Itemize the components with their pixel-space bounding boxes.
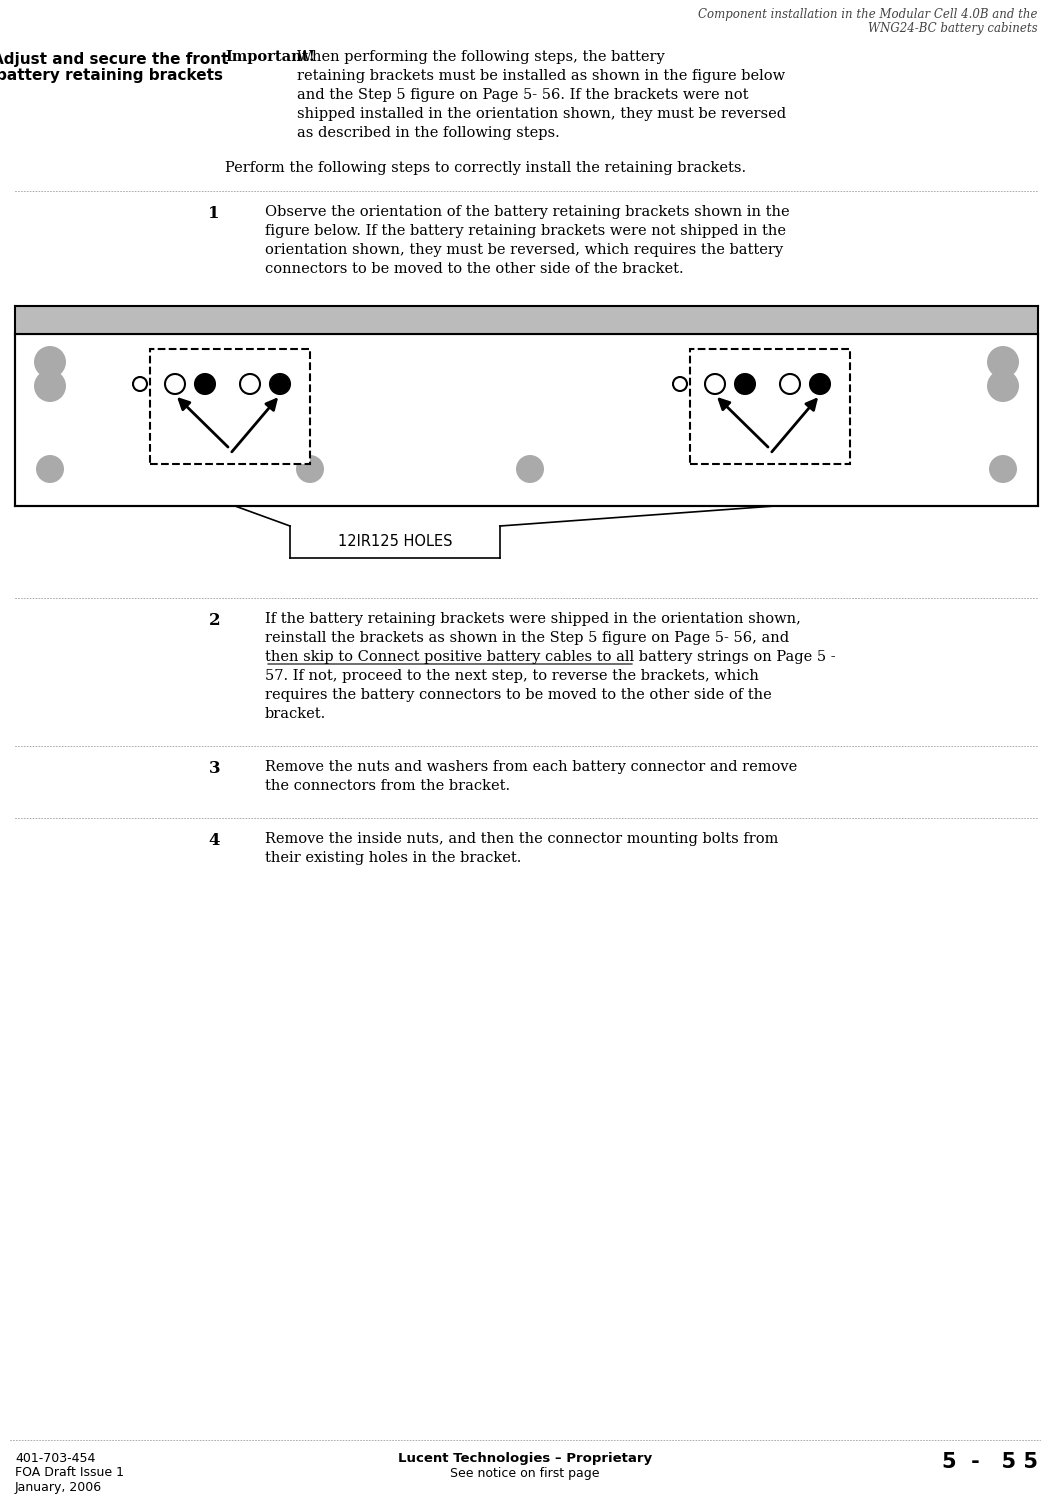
Text: figure below. If the battery retaining brackets were not shipped in the: figure below. If the battery retaining b… [265,224,786,238]
Circle shape [133,376,147,392]
Text: bracket.: bracket. [265,706,327,722]
Text: 1: 1 [209,206,220,222]
Circle shape [36,454,64,483]
Text: reinstall the brackets as shown in the Step 5 figure on Page 5- 56, and: reinstall the brackets as shown in the S… [265,632,790,645]
Circle shape [296,454,324,483]
Text: Perform the following steps to correctly install the retaining brackets.: Perform the following steps to correctly… [225,160,747,176]
Text: orientation shown, they must be reversed, which requires the battery: orientation shown, they must be reversed… [265,243,783,256]
Text: 2: 2 [208,612,220,628]
Circle shape [989,454,1017,483]
Text: Lucent Technologies – Proprietary: Lucent Technologies – Proprietary [398,1452,652,1466]
Text: retaining brackets must be installed as shown in the figure below: retaining brackets must be installed as … [297,69,785,82]
Circle shape [810,374,830,394]
Text: 401-703-454: 401-703-454 [15,1452,96,1466]
Text: WNG24-BC battery cabinets: WNG24-BC battery cabinets [868,22,1038,34]
Text: Remove the nuts and washers from each battery connector and remove: Remove the nuts and washers from each ba… [265,760,797,774]
Circle shape [34,346,66,378]
Text: Adjust and secure the front: Adjust and secure the front [0,53,228,68]
Text: the connectors from the bracket.: the connectors from the bracket. [265,778,510,794]
Text: If the battery retaining brackets were shipped in the orientation shown,: If the battery retaining brackets were s… [265,612,801,626]
Bar [15,334,1038,506]
Text: requires the battery connectors to be moved to the other side of the: requires the battery connectors to be mo… [265,688,772,702]
Circle shape [987,370,1018,402]
Circle shape [270,374,290,394]
Text: 57. If not, proceed to the next step, to reverse the brackets, which: 57. If not, proceed to the next step, to… [265,669,759,682]
Circle shape [987,346,1018,378]
Circle shape [673,376,687,392]
Text: Component installation in the Modular Cell 4.0B and the: Component installation in the Modular Ce… [698,8,1038,21]
Circle shape [705,374,724,394]
Circle shape [735,374,755,394]
Text: When performing the following steps, the battery: When performing the following steps, the… [297,50,665,64]
Text: Observe the orientation of the battery retaining brackets shown in the: Observe the orientation of the battery r… [265,206,790,219]
Text: Remove the inside nuts, and then the connector mounting bolts from: Remove the inside nuts, and then the con… [265,833,778,846]
Text: FOA Draft Issue 1: FOA Draft Issue 1 [15,1466,124,1479]
Text: as described in the following steps.: as described in the following steps. [297,126,560,140]
Circle shape [34,370,66,402]
Text: 4: 4 [209,833,220,849]
Text: January, 2006: January, 2006 [15,1480,102,1494]
Text: their existing holes in the bracket.: their existing holes in the bracket. [265,850,522,865]
Text: Important!: Important! [225,50,315,64]
Circle shape [165,374,185,394]
Circle shape [516,454,544,483]
Text: and the Step 5 figure on Page 5- 56. If the brackets were not: and the Step 5 figure on Page 5- 56. If … [297,88,749,102]
Circle shape [195,374,215,394]
Text: then skip to Connect positive battery cables to all battery strings on Page 5 -: then skip to Connect positive battery ca… [265,650,836,664]
Circle shape [240,374,260,394]
Text: See notice on first page: See notice on first page [450,1467,600,1480]
Text: connectors to be moved to the other side of the bracket.: connectors to be moved to the other side… [265,262,684,276]
Text: 12IR125 HOLES: 12IR125 HOLES [338,534,453,549]
Circle shape [780,374,800,394]
Bar [690,350,850,464]
Text: shipped installed in the orientation shown, they must be reversed: shipped installed in the orientation sho… [297,106,786,122]
Text: 5  -   5 5: 5 - 5 5 [942,1452,1038,1472]
Bar [15,306,1038,334]
Bar [150,350,310,464]
Text: 3: 3 [208,760,220,777]
Text: battery retaining brackets: battery retaining brackets [0,68,224,82]
